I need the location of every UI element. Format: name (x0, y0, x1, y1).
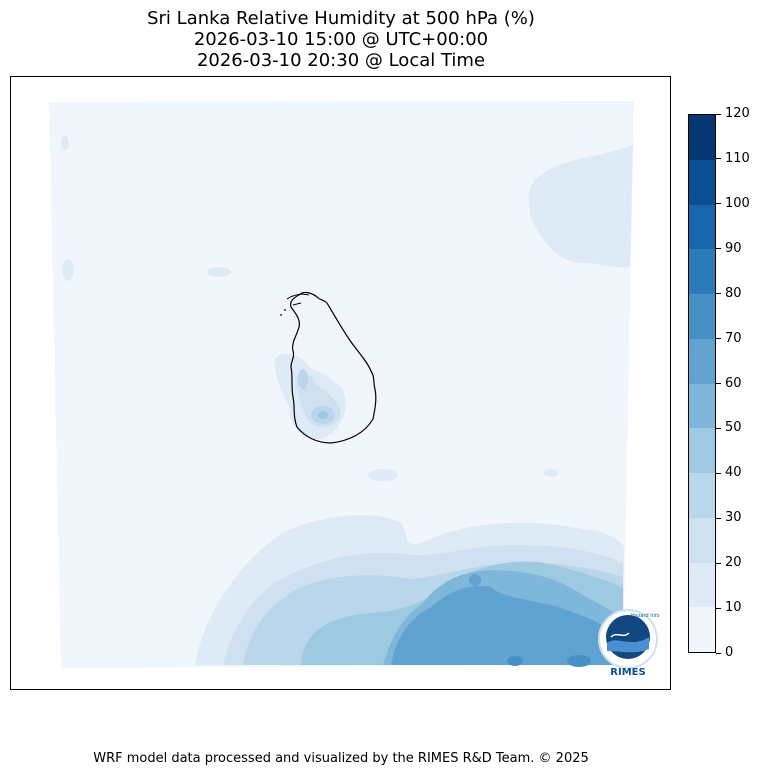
logo-text: RIMES (610, 667, 645, 678)
colorbar-tick-label: 30 (725, 510, 742, 526)
contour-10-20-west-1 (61, 136, 69, 150)
colorbar-tick (716, 427, 721, 429)
colorbar-tick (716, 652, 721, 654)
colorbar-segment (689, 562, 715, 608)
title-line-1: Sri Lanka Relative Humidity at 500 hPa (… (147, 8, 535, 29)
colorbar-tick-label: 0 (725, 645, 734, 660)
colorbar-tick-label: 100 (725, 195, 750, 211)
map-panel: Hazard Info RIMES (10, 76, 671, 690)
colorbar (688, 114, 716, 653)
colorbar-tick (716, 517, 721, 519)
colorbar-tick-label: 120 (725, 106, 750, 121)
colorbar-tick (716, 248, 721, 250)
colorbar-tick-label: 50 (725, 420, 742, 436)
title-line-2: 2026-03-10 15:00 @ UTC+00:00 (193, 29, 489, 50)
colorbar-tick (716, 293, 721, 295)
contour-60-70-south (391, 585, 623, 665)
island-dot-2 (280, 314, 282, 316)
colorbar-segment (689, 204, 715, 250)
contour-10-20-east (544, 469, 558, 477)
colorbar-segment (689, 517, 715, 563)
colorbar-segment (689, 338, 715, 384)
colorbar-tick (716, 338, 721, 340)
contour-10-20-west-2 (62, 259, 74, 281)
contour-60-70-core-1 (469, 574, 481, 586)
rimes-logo: Hazard Info RIMES (598, 609, 660, 678)
colorbar-tick (716, 607, 721, 609)
colorbar-tick-label: 70 (725, 330, 742, 346)
contour-60-70-core-2 (567, 655, 591, 667)
chart-title: Sri Lanka Relative Humidity at 500 hPa (… (10, 8, 672, 71)
colorbar-segment (689, 607, 715, 652)
colorbar-tick (716, 472, 721, 474)
colorbar-segment (689, 249, 715, 294)
contour-20-30-nw (298, 369, 308, 389)
contour-40-50-island (318, 411, 328, 419)
colorbar-tick-label: 20 (725, 555, 742, 571)
colorbar-segment (689, 428, 715, 473)
colorbar-tick-label: 80 (725, 285, 742, 301)
colorbar-tick-label: 40 (725, 465, 742, 481)
colorbar-segment (689, 473, 715, 518)
colorbar-segment (689, 115, 715, 160)
colorbar-tick (716, 158, 721, 160)
island-dot-1 (284, 309, 286, 311)
humidity-map: Hazard Info RIMES (49, 101, 660, 678)
colorbar-tick-label: 10 (725, 600, 742, 616)
sri-lanka-coastline (290, 291, 377, 444)
colorbar-tick (716, 203, 721, 205)
title-line-3: 2026-03-10 20:30 @ Local Time (196, 50, 486, 71)
logo-ring-text: Hazard Info (631, 613, 660, 619)
jaffna-peninsula (286, 293, 310, 306)
contour-10-20-mid (368, 469, 398, 481)
colorbar-tick (716, 562, 721, 564)
colorbar-segment (689, 383, 715, 429)
colorbar-segment (689, 294, 715, 339)
colorbar-tick-label: 60 (725, 375, 742, 391)
contour-10-20-north (207, 267, 231, 277)
colorbar-tick-label: 90 (725, 240, 742, 256)
footer-credit: WRF model data processed and visualized … (93, 751, 589, 766)
colorbar-tick (716, 383, 721, 384)
contour-10-20-northeast (528, 145, 633, 268)
colorbar-tick-label: 110 (725, 150, 750, 166)
contour-60-70-core-3 (507, 656, 523, 666)
colorbar-segment (689, 159, 715, 205)
colorbar-tick (716, 113, 721, 115)
